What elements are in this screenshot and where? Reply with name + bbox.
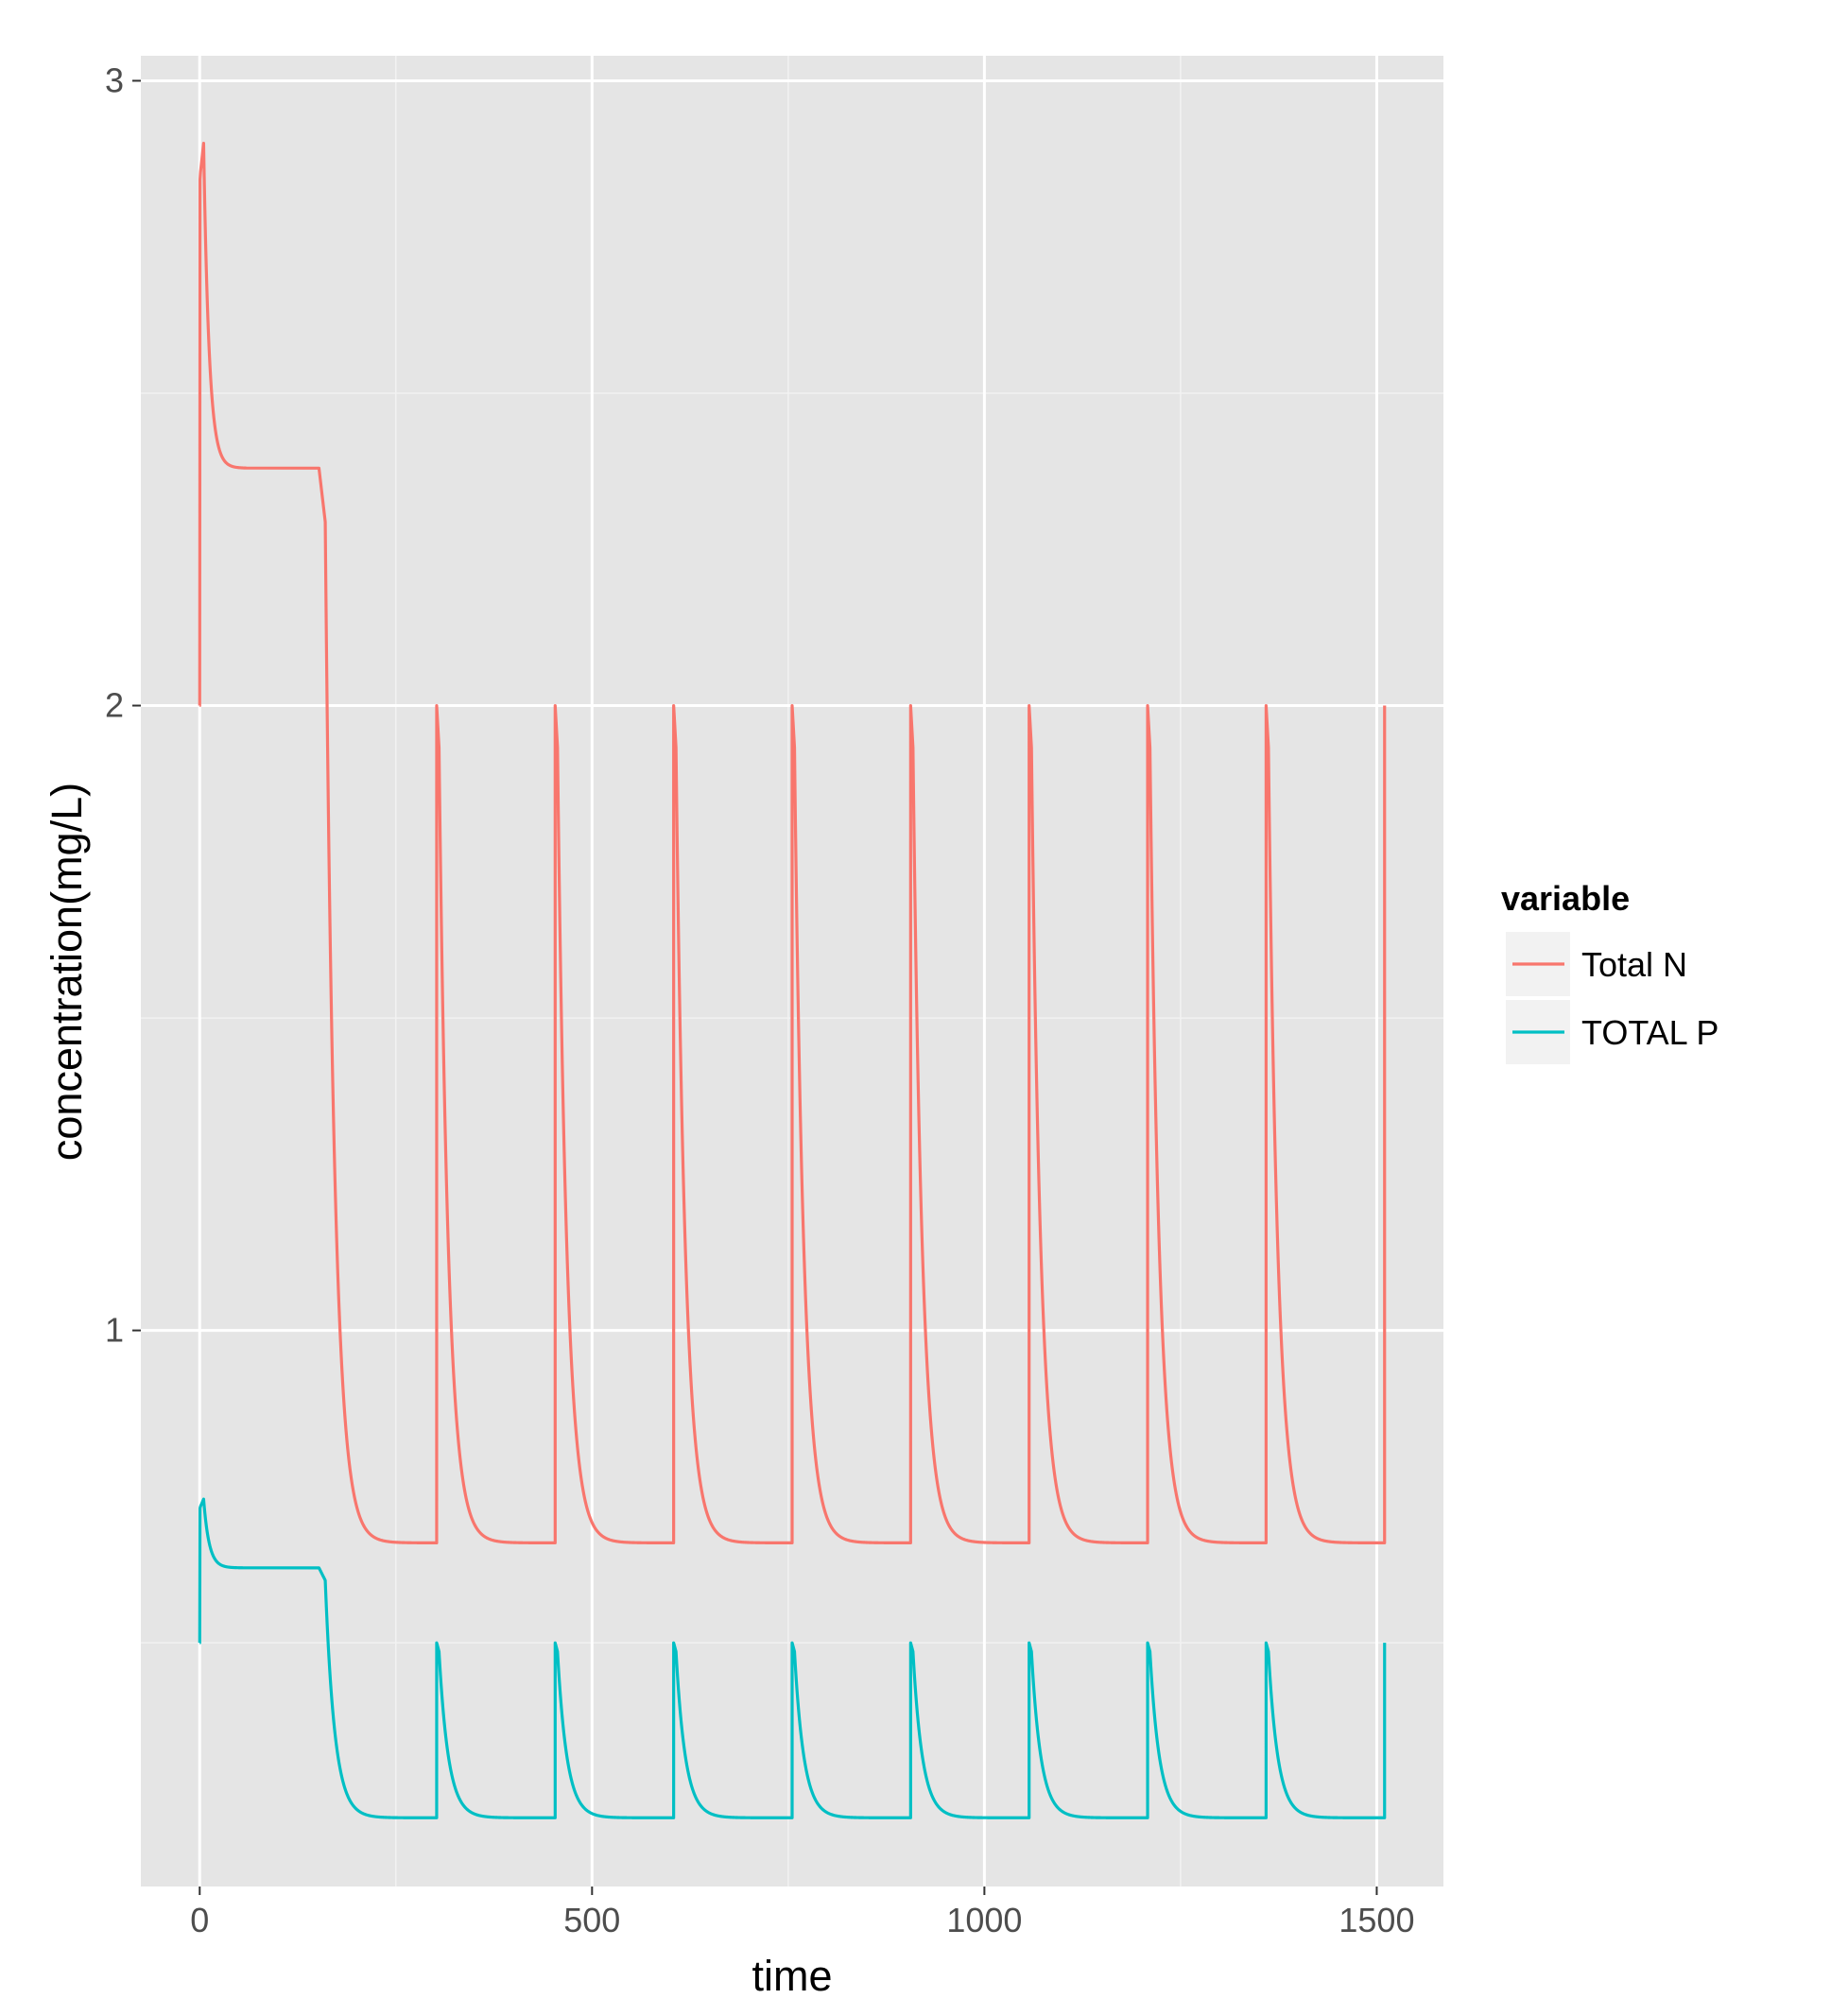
x-axis-title: time <box>751 1952 832 2000</box>
y-tick-label: 3 <box>105 60 124 99</box>
y-tick-label: 2 <box>105 686 124 725</box>
x-tick-label: 0 <box>190 1901 209 1939</box>
legend-title: variable <box>1501 879 1630 918</box>
series-line-total-n <box>198 141 1387 1544</box>
legend-label: Total N <box>1581 945 1687 984</box>
legend-label: TOTAL P <box>1581 1013 1719 1052</box>
x-tick-label: 1000 <box>946 1901 1022 1939</box>
y-axis-title: concentration(mg/L) <box>43 783 91 1161</box>
series-layer <box>198 141 1387 1819</box>
y-axis: 1 2 3 <box>105 60 141 1350</box>
y-tick-label: 1 <box>105 1311 124 1350</box>
x-axis: 0 500 1000 1500 <box>190 1887 1414 1939</box>
series-line-total-p <box>198 1497 1387 1819</box>
legend: variable Total N TOTAL P <box>1501 879 1719 1064</box>
x-tick-label: 500 <box>563 1901 620 1939</box>
x-tick-label: 1500 <box>1339 1901 1414 1939</box>
